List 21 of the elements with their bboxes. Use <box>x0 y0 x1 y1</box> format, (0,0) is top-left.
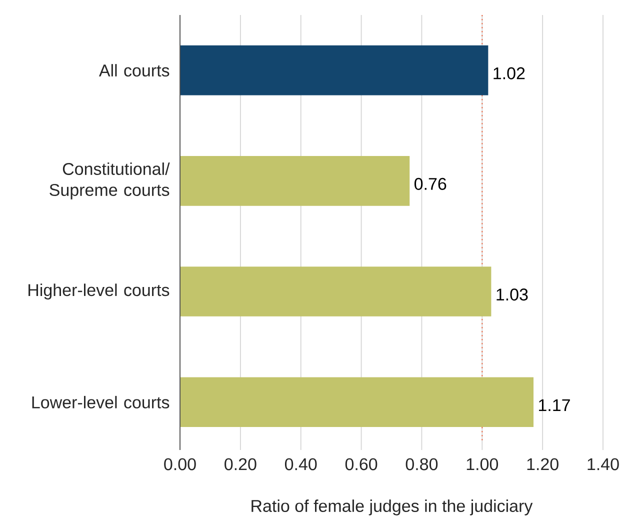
y-tick-label: All courts <box>98 64 170 77</box>
x-tick-label: 1.40 <box>588 458 619 470</box>
y-tick-label: Higher-level courts <box>28 284 170 300</box>
bar <box>180 45 488 96</box>
x-tick-label: 0.20 <box>224 458 256 470</box>
x-tick-label: 0.80 <box>406 458 438 470</box>
x-tick-label: 0.00 <box>164 458 196 470</box>
bar <box>180 266 492 316</box>
x-tick-label: 1.20 <box>527 458 558 470</box>
x-axis-title: Ratio of female judges in the judiciary <box>252 500 533 516</box>
y-tick-label: Lower-level courts <box>32 396 170 408</box>
x-tick-label: 0.60 <box>345 458 378 470</box>
bar <box>180 156 410 206</box>
x-tick-label: 1.00 <box>466 458 498 470</box>
x-tick-label: 0.40 <box>284 458 317 470</box>
data-label: 1.17 <box>539 399 570 412</box>
y-tick-label: Constitutional/ Supreme courts <box>50 162 170 200</box>
data-label: 0.76 <box>414 178 446 190</box>
data-label: 1.02 <box>494 67 525 80</box>
data-label: 1.03 <box>496 288 528 301</box>
bar <box>180 377 534 428</box>
